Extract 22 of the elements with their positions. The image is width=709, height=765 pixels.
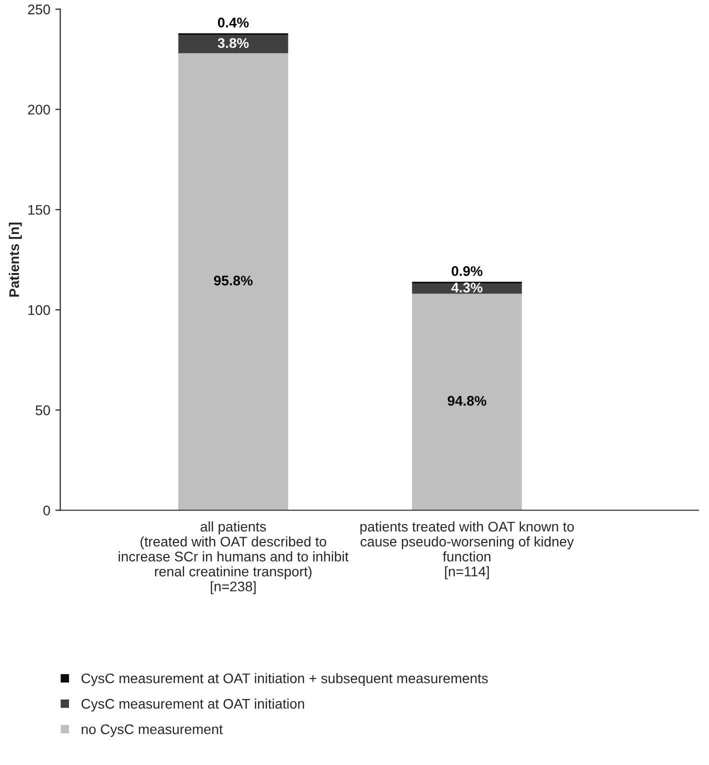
y-tick-label: 150 xyxy=(28,204,50,215)
annotation: 95.8% xyxy=(214,276,253,286)
annotation: 94.8% xyxy=(448,396,486,406)
y-tick-label: 250 xyxy=(28,4,50,14)
y-axis-title: Patients [n] xyxy=(8,222,22,297)
legend-label: CysC measurement at OAT initiation + subsequent measurements xyxy=(82,673,488,686)
x-tick-label: all patients (treated with OAT described to increase SCr in humans and to inhibit renal creatinine transport) [n=238] xyxy=(118,521,349,594)
y-tick-label: 0 xyxy=(43,506,50,516)
annotation: 3.8% xyxy=(218,38,249,48)
annotation: 4.3% xyxy=(451,282,482,293)
bar xyxy=(412,294,522,510)
y-tick-label: 200 xyxy=(28,104,50,115)
y-tick-label: 100 xyxy=(28,305,50,315)
bar xyxy=(178,35,288,54)
legend-label: CysC measurement at OAT initiation xyxy=(82,698,304,712)
annotation: 0.4% xyxy=(218,18,249,28)
x-tick-label: patients treated with OAT known to cause pseudo-worsening of kidney function [n=114] xyxy=(360,521,574,580)
bar xyxy=(412,284,522,294)
y-tick-label: 50 xyxy=(36,405,50,416)
legend-label: no CysC measurement xyxy=(82,724,223,737)
bar xyxy=(178,53,288,510)
annotation: 0.9% xyxy=(452,266,482,276)
